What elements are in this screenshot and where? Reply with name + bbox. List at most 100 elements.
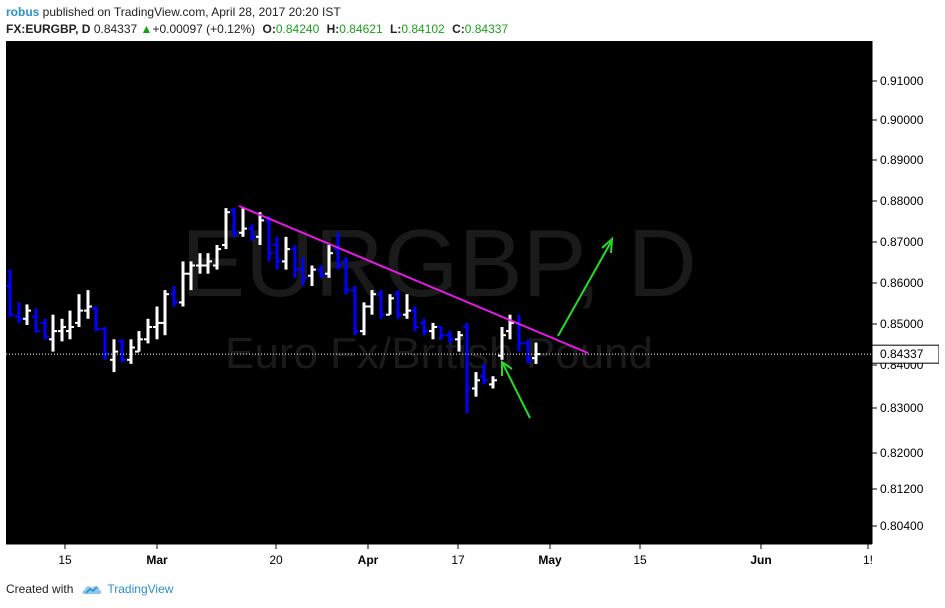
open-label: O: <box>262 22 276 36</box>
price-tick-label: 0.90000 <box>880 113 924 127</box>
price-tick-label: 0.88000 <box>880 194 924 208</box>
time-axis[interactable] <box>6 544 872 576</box>
price-tick-label: 0.83000 <box>880 401 924 415</box>
ohlc-bar[interactable] <box>480 363 488 385</box>
ohlc-bar[interactable] <box>15 302 23 323</box>
ohlc-bar[interactable] <box>32 308 40 334</box>
ohlc-bar[interactable] <box>239 208 247 237</box>
price-tick-label: 0.91000 <box>880 74 924 88</box>
price-tick-label: 0.85000 <box>880 317 924 331</box>
time-tick-label: Mar <box>146 553 168 567</box>
ohlc-bar[interactable] <box>204 253 212 274</box>
symbol-legend: FX:EURGBP, D 0.84337 ▲+0.00097 (+0.12%) … <box>6 21 508 38</box>
watermark-symbol: EURGBP, D <box>181 210 697 317</box>
ohlc-bar[interactable] <box>446 331 454 344</box>
ohlc-bar[interactable] <box>170 286 178 307</box>
ohlc-bar[interactable] <box>256 212 264 245</box>
green-arrow-up-icon[interactable] <box>557 236 614 337</box>
ohlc-bar[interactable] <box>463 322 471 414</box>
ohlc-bar[interactable] <box>187 261 195 291</box>
ohlc-bar[interactable] <box>58 318 66 342</box>
ohlc-bar[interactable] <box>403 294 411 319</box>
trendline[interactable] <box>238 205 589 354</box>
tradingview-link[interactable]: TradingView <box>107 582 174 596</box>
chart-svg[interactable]: EURGBP, D Euro Fx/British Pound 0.91000 0… <box>6 41 939 576</box>
price-axis[interactable] <box>872 41 939 576</box>
time-tick-label: May <box>538 553 562 567</box>
ohlc-bar[interactable] <box>437 326 445 340</box>
high-label: H: <box>326 22 340 36</box>
open-value: 0.84240 <box>275 22 320 36</box>
ohlc-bar[interactable] <box>317 265 325 278</box>
ohlc-bar[interactable] <box>299 257 307 286</box>
ohlc-bar[interactable] <box>196 253 204 274</box>
ohlc-bar[interactable] <box>360 302 368 336</box>
last-price-badge: 0.84337 <box>871 344 939 364</box>
ohlc-bar[interactable] <box>308 265 316 287</box>
ohlc-bar[interactable] <box>455 331 463 352</box>
ohlc-bar[interactable] <box>23 304 31 325</box>
author-link[interactable]: robus <box>6 5 40 19</box>
watermark-name: Euro Fx/British Pound <box>225 329 653 378</box>
ohlc-bar[interactable] <box>342 257 350 295</box>
ohlc-bar[interactable] <box>75 294 83 327</box>
ohlc-bar[interactable] <box>386 294 394 316</box>
ohlc-bar[interactable] <box>368 290 376 315</box>
green-arrow-bounce-icon[interactable] <box>501 360 531 419</box>
ohlc-bar[interactable] <box>161 290 169 336</box>
ohlc-bar[interactable] <box>110 339 118 373</box>
ohlc-bar[interactable] <box>420 318 428 336</box>
ohlc-bar[interactable] <box>506 314 514 340</box>
footer: Created with TradingView <box>6 582 173 596</box>
ohlc-bar[interactable] <box>118 339 126 362</box>
ohlc-bar[interactable] <box>351 286 359 336</box>
ohlc-bar[interactable] <box>472 372 480 397</box>
ohlc-bar[interactable] <box>282 236 290 270</box>
time-tick-label: 20 <box>269 553 283 567</box>
time-tick-label: Apr <box>358 553 379 567</box>
price-tick-label: 0.82000 <box>880 446 924 460</box>
ohlc-bar[interactable] <box>84 290 92 319</box>
ohlc-bar[interactable] <box>135 331 143 353</box>
plot-area[interactable] <box>6 41 872 544</box>
ohlc-bar[interactable] <box>334 232 342 270</box>
ohlc-bar[interactable] <box>291 245 299 278</box>
last-price: 0.84337 <box>93 22 138 36</box>
ohlc-bar[interactable] <box>179 261 187 307</box>
ohlc-bar[interactable] <box>127 339 135 364</box>
change-value: +0.00097 (+0.12%) <box>152 22 256 36</box>
ohlc-bar[interactable] <box>411 306 419 332</box>
tradingview-logo-icon[interactable] <box>81 582 103 596</box>
time-tick-label: 15 <box>58 553 72 567</box>
ohlc-bar[interactable] <box>153 306 161 340</box>
price-chart[interactable]: EURGBP, D Euro Fx/British Pound 0.91000 0… <box>6 41 939 576</box>
ohlc-bar[interactable] <box>6 269 14 317</box>
price-tick-label: 0.87000 <box>880 235 924 249</box>
ohlc-bar[interactable] <box>524 339 532 364</box>
ohlc-bar[interactable] <box>66 310 74 340</box>
ohlc-bar[interactable] <box>377 290 385 319</box>
ohlc-bar[interactable] <box>265 216 273 262</box>
ohlc-bar[interactable] <box>230 208 238 237</box>
ohlc-bar[interactable] <box>222 208 230 250</box>
ohlc-bar[interactable] <box>213 245 221 270</box>
created-with-label: Created with <box>6 582 74 596</box>
ohlc-bar[interactable] <box>248 224 256 241</box>
ohlc-bar[interactable] <box>144 318 152 344</box>
ohlc-bar[interactable] <box>394 290 402 319</box>
ohlc-bar[interactable] <box>489 376 497 389</box>
ohlc-bar[interactable] <box>49 314 57 352</box>
time-tick-label: Jun <box>750 553 771 567</box>
ohlc-bar[interactable] <box>273 236 281 270</box>
up-triangle-icon: ▲ <box>140 22 153 36</box>
time-tick-label: 1! <box>863 553 873 567</box>
ohlc-bar[interactable] <box>325 245 333 278</box>
symbol-label: FX:EURGBP, D <box>6 22 91 36</box>
price-tick-label: 0.80400 <box>880 519 924 533</box>
ohlc-bar[interactable] <box>41 318 49 340</box>
ohlc-bar[interactable] <box>92 306 100 332</box>
published-text: published on TradingView.com, April 28, … <box>39 5 341 19</box>
close-label: C: <box>452 22 465 36</box>
time-tick-label: 15 <box>633 553 647 567</box>
ohlc-bar[interactable] <box>429 322 437 340</box>
